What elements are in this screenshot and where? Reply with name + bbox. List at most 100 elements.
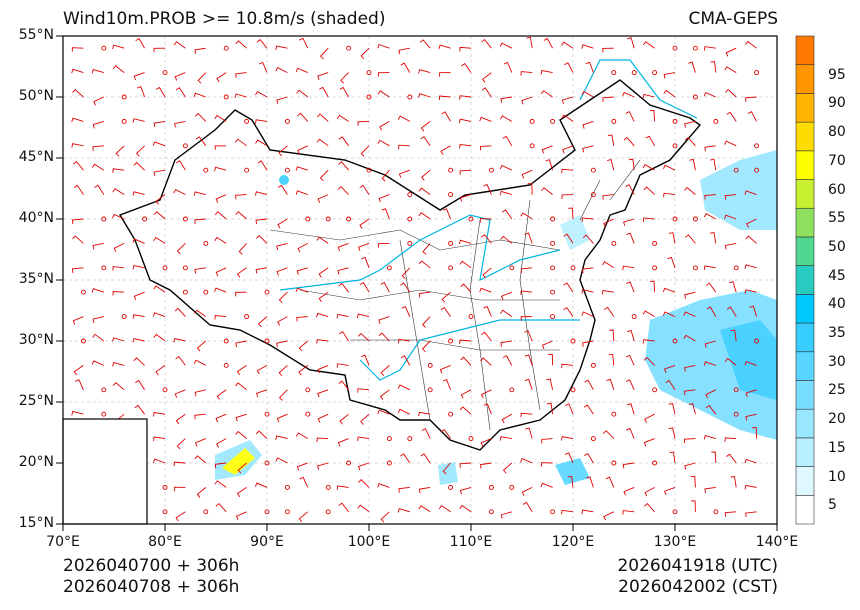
wind-barb	[72, 235, 84, 244]
wind-barb	[607, 159, 615, 171]
wind-barb	[725, 88, 737, 98]
calm-wind-marker	[754, 70, 760, 76]
wind-barb	[398, 47, 410, 55]
calm-wind-marker	[407, 436, 413, 442]
wind-barb	[502, 355, 513, 366]
wind-barb	[115, 145, 125, 157]
wind-barb	[234, 93, 247, 98]
calm-wind-marker	[550, 509, 556, 515]
wind-barb	[298, 365, 309, 376]
wind-barb	[112, 266, 125, 271]
calm-wind-marker	[162, 387, 168, 393]
wind-barb	[744, 484, 757, 490]
wind-barb	[625, 379, 635, 390]
colorbar-label: 45	[828, 267, 846, 284]
wind-barb	[501, 413, 513, 424]
wind-barb	[112, 382, 125, 391]
calm-wind-marker	[223, 94, 229, 100]
lon-label: 140°E	[755, 534, 799, 550]
wind-barb	[295, 166, 308, 171]
wind-barb	[662, 164, 676, 171]
wind-barb	[153, 169, 166, 176]
wind-barb	[582, 234, 594, 244]
wind-barb	[153, 47, 166, 53]
wind-barb	[642, 217, 655, 222]
wind-barb	[133, 357, 145, 366]
wind-barb	[298, 340, 309, 352]
wind-barb	[397, 338, 410, 344]
wind-barb	[520, 316, 533, 321]
wind-barb	[482, 267, 492, 279]
wind-barb	[377, 90, 390, 98]
calm-wind-marker	[203, 240, 209, 246]
wind-barb	[255, 267, 268, 274]
probability-shading	[215, 150, 777, 485]
calm-wind-marker	[713, 509, 719, 515]
wind-barb	[72, 316, 84, 325]
wind-barb	[297, 243, 309, 253]
wind-barb	[726, 306, 737, 317]
wind-barb	[400, 282, 411, 293]
wind-barb	[92, 145, 104, 151]
wind-barb	[499, 42, 513, 49]
wind-barb	[112, 188, 125, 195]
wind-barb	[642, 310, 655, 317]
wind-barb	[499, 164, 512, 171]
wind-barb	[317, 72, 329, 81]
wind-barb	[152, 312, 166, 318]
wind-barb	[581, 44, 594, 49]
wind-barb	[397, 384, 410, 391]
wind-barb	[298, 511, 309, 523]
wind-barb	[319, 169, 329, 182]
wind-barb	[684, 291, 696, 299]
wind-barb	[155, 194, 166, 205]
wind-barb	[669, 451, 676, 464]
colorbar-bin	[795, 265, 815, 295]
wind-barb	[561, 96, 574, 105]
calm-wind-marker	[305, 216, 311, 222]
calm-wind-marker	[754, 143, 760, 149]
wind-barb	[438, 44, 451, 50]
wind-barb	[459, 260, 472, 269]
wind-barb	[278, 389, 288, 401]
wind-barb	[746, 218, 757, 228]
wind-barb	[134, 404, 145, 415]
calm-wind-marker	[733, 411, 739, 417]
wind-barb	[214, 145, 227, 150]
wind-barb	[418, 291, 431, 298]
wind-barb	[460, 283, 472, 293]
wind-barb	[502, 209, 513, 220]
wind-barb	[216, 438, 227, 448]
wind-barb	[299, 476, 309, 488]
rivers	[279, 59, 698, 381]
wind-barb	[397, 408, 410, 415]
wind-barb	[193, 359, 207, 366]
wind-barb	[397, 115, 411, 122]
wind-barb	[214, 480, 227, 488]
wind-barb	[277, 316, 288, 326]
wind-barb	[296, 89, 309, 98]
calm-wind-marker	[448, 265, 454, 271]
calm-wind-marker	[488, 484, 494, 490]
wind-barb	[153, 236, 166, 244]
wind-barb	[644, 413, 655, 423]
wind-barb	[460, 356, 472, 366]
wind-barb	[421, 169, 431, 181]
calm-wind-marker	[652, 265, 658, 271]
wind-barb	[71, 267, 84, 273]
calm-wind-marker	[386, 460, 392, 466]
wind-barb	[336, 313, 349, 319]
wind-barb	[541, 462, 553, 467]
wind-barb	[602, 96, 614, 102]
wind-barb	[235, 430, 247, 439]
wind-barb	[744, 190, 757, 196]
wind-barb	[541, 187, 553, 195]
wind-barb	[459, 169, 472, 175]
wind-barb	[440, 429, 451, 439]
calm-wind-marker	[733, 167, 739, 173]
lon-label: 100°E	[347, 534, 391, 550]
wind-barb	[642, 93, 655, 99]
calm-wind-marker	[366, 70, 372, 76]
wind-barb	[319, 86, 329, 98]
wind-barb	[91, 288, 104, 293]
